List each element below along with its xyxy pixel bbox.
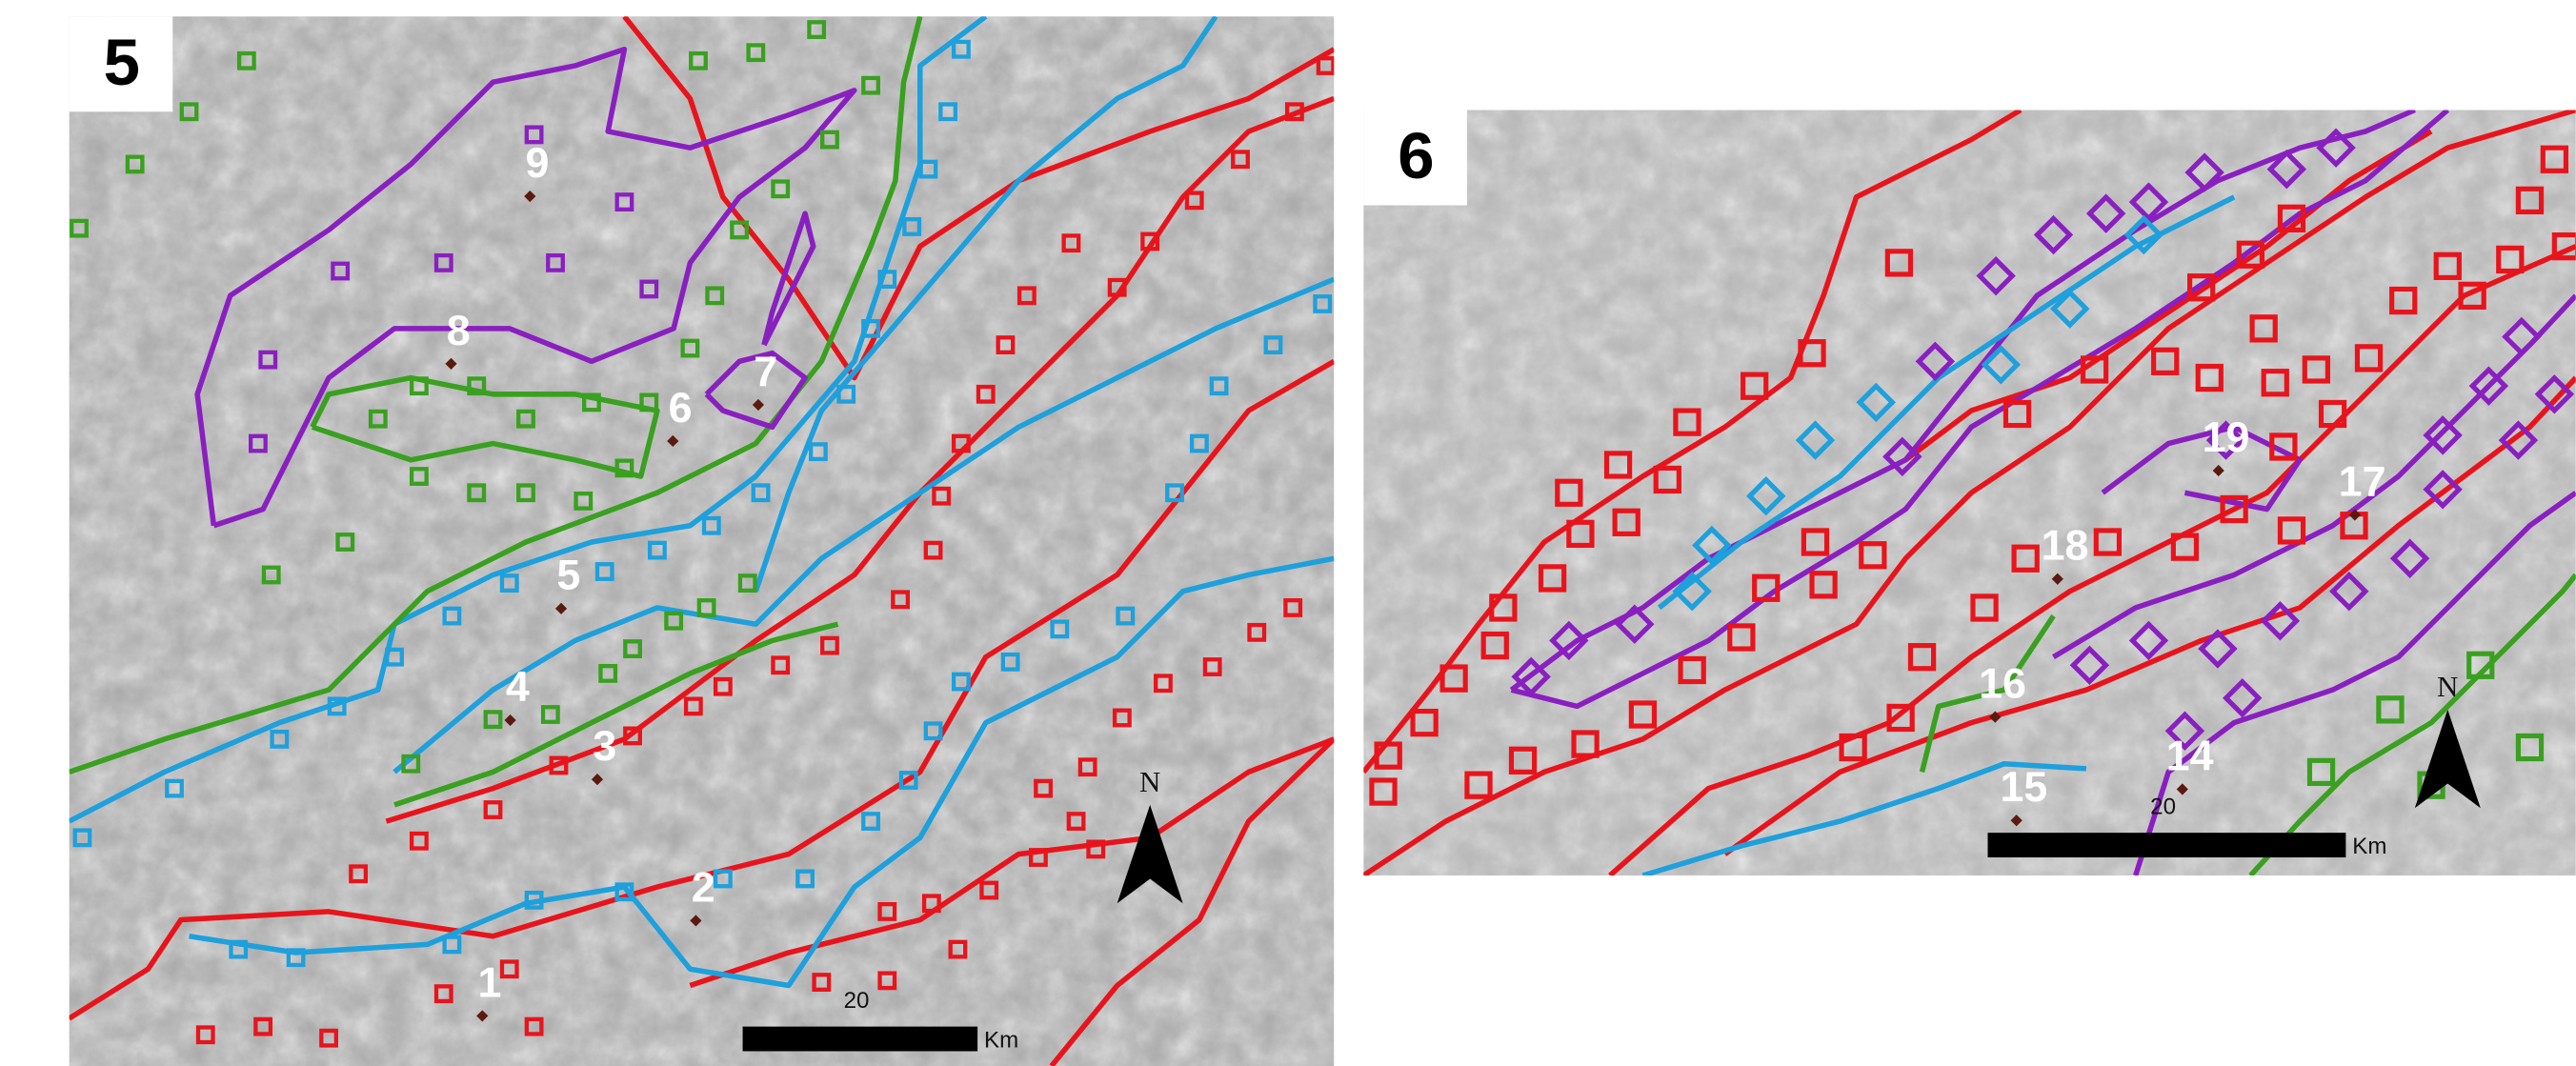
site-label: 15 — [2001, 763, 2048, 811]
north-label: N — [2437, 670, 2458, 703]
scale-bar — [1988, 833, 2346, 857]
map-panel: 14 15 16 17 18 19 20 Km N — [1363, 111, 2576, 875]
scale-value: 20 — [844, 988, 870, 1014]
scale-bar — [743, 1027, 978, 1052]
scale-unit: Km — [2352, 834, 2386, 859]
map-panel: 1 2 3 4 5 6 7 8 9 20 Km N — [70, 16, 1335, 1066]
site-label: 16 — [1979, 660, 2026, 708]
site-label: 6 — [669, 384, 693, 432]
site-label: 7 — [754, 348, 777, 395]
site-label: 9 — [526, 139, 550, 187]
scale-unit: Km — [984, 1028, 1018, 1054]
site-label: 3 — [593, 722, 616, 770]
site-label: 5 — [556, 552, 580, 599]
panel-label: 6 — [1398, 119, 1434, 192]
site-label: 1 — [478, 958, 502, 1006]
site-label: 18 — [2042, 522, 2089, 570]
site-label: 2 — [692, 863, 715, 911]
figure: 1 2 3 4 5 6 7 8 9 20 Km N 14 15 16 17 18 19 20 Km N 5 6 — [0, 0, 2576, 1066]
scale-value: 20 — [2150, 794, 2176, 820]
north-label: N — [1139, 765, 1160, 798]
site-label: 4 — [506, 663, 530, 711]
site-label: 14 — [2166, 732, 2214, 779]
site-label: 17 — [2339, 457, 2386, 505]
site-label: 19 — [2203, 413, 2250, 461]
panel-label: 5 — [104, 26, 140, 99]
site-label: 8 — [447, 307, 471, 354]
